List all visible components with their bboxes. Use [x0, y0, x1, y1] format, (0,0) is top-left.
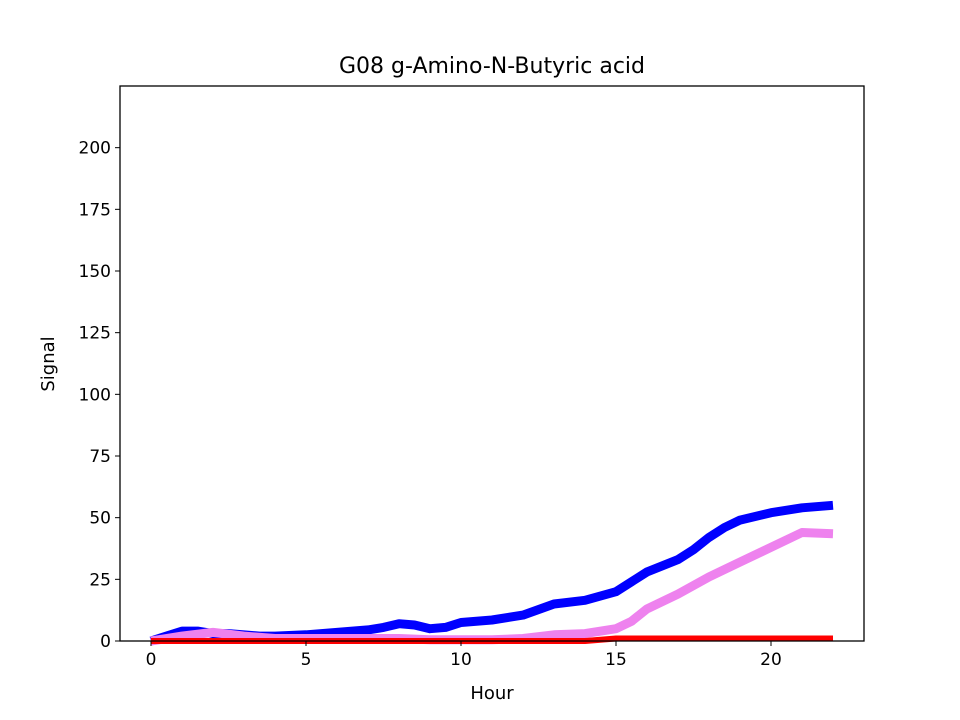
y-tick-label: 100	[79, 385, 111, 405]
x-tick-label: 10	[450, 650, 472, 670]
y-tick-label: 125	[79, 324, 111, 344]
plot-frame	[119, 85, 865, 642]
y-tick-label: 75	[89, 447, 111, 467]
y-axis-label: Signal	[38, 336, 59, 391]
plot-lines	[149, 500, 834, 646]
x-tick-label: 5	[301, 650, 312, 670]
x-tick-label: 0	[146, 650, 157, 670]
y-tick-label: 0	[100, 632, 111, 652]
x-axis-label: Hour	[470, 683, 514, 704]
y-tick-label: 200	[79, 139, 111, 159]
series-line-1	[149, 500, 834, 646]
y-tick-label: 50	[89, 509, 111, 529]
x-axis: 0 5 10 15 20	[146, 641, 782, 670]
series-line-2	[150, 528, 834, 646]
y-tick-label: 150	[79, 262, 111, 282]
x-tick-label: 20	[760, 650, 782, 670]
x-tick-label: 15	[605, 650, 627, 670]
y-tick-label: 175	[79, 200, 111, 220]
y-axis: 0 25 50 75 100 125 150 175 200	[79, 139, 120, 652]
y-tick-label: 25	[89, 570, 111, 590]
chart-title: G08 g-Amino-N-Butyric acid	[339, 54, 645, 79]
